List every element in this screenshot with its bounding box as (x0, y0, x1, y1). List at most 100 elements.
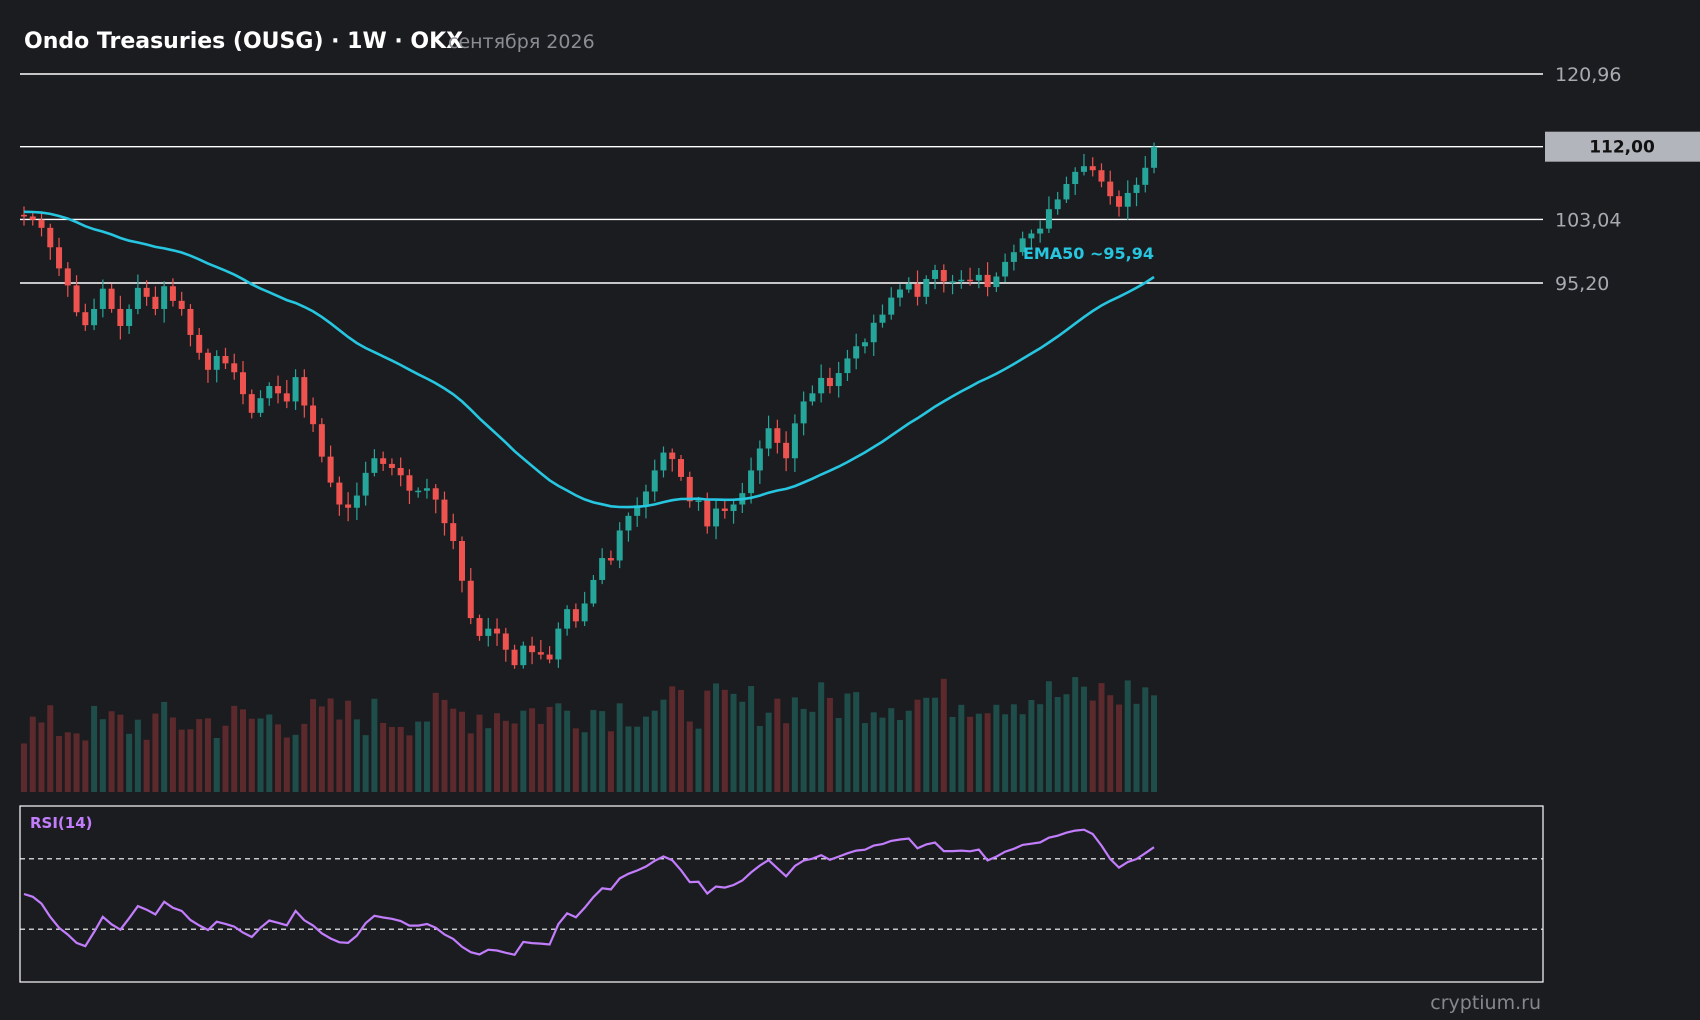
candle-down (187, 308, 194, 335)
candle-down (152, 296, 159, 309)
candle-down (310, 405, 317, 425)
volume-bar (1063, 694, 1070, 792)
candle-up (292, 377, 299, 402)
candle-down (21, 214, 27, 217)
volume-bar (826, 697, 833, 792)
volume-bar (932, 697, 939, 792)
candle-up (870, 322, 877, 343)
volume-bar (590, 710, 597, 792)
volume-bar (1045, 681, 1052, 792)
candle-up (879, 314, 886, 323)
volume-bar (923, 697, 930, 792)
volume-bar (275, 724, 282, 792)
volume-bar (213, 738, 220, 792)
candle-up (765, 428, 772, 449)
candle-up (91, 308, 98, 326)
candle-up (1072, 171, 1079, 185)
volume-bar (1002, 714, 1009, 792)
candle-down (143, 287, 150, 297)
volume-bar (38, 722, 45, 792)
volume-bar (432, 692, 439, 792)
candle-up (1028, 233, 1035, 239)
volume-bar (82, 740, 89, 792)
candle-down (774, 428, 781, 443)
candle-down (1107, 181, 1114, 197)
candle-up (616, 530, 623, 561)
candle-down (686, 476, 693, 502)
candle-up (564, 609, 571, 629)
candle-down (222, 356, 229, 364)
volume-bar (888, 708, 895, 792)
volume-bar (161, 701, 168, 792)
volume-bar (537, 723, 544, 792)
candle-down (459, 541, 465, 581)
volume-bar (564, 710, 571, 792)
candle-up (625, 515, 632, 531)
volume-bar (152, 713, 159, 792)
candle-up (634, 505, 641, 516)
candle-down (529, 645, 536, 653)
candle-up (791, 423, 798, 459)
candle-down (117, 308, 124, 327)
volume-bar (625, 726, 632, 792)
volume-bar (178, 729, 185, 792)
rsi-label: RSI(14) (30, 814, 93, 832)
candle-up (126, 308, 133, 327)
candle-up (748, 470, 755, 494)
rsi-line (23, 828, 1155, 957)
chart-date: сентября 2026 (448, 31, 595, 53)
volume-bar (1142, 687, 1149, 792)
volume-bar (423, 721, 430, 792)
candle-down (275, 386, 282, 394)
candle-up (905, 283, 912, 290)
candle-up (485, 628, 492, 636)
candle-up (134, 287, 141, 309)
volume-bar (397, 726, 404, 792)
volume-bar (861, 723, 868, 792)
volume-bar (1037, 704, 1044, 792)
candle-up (362, 472, 369, 496)
volume-bar (441, 699, 448, 792)
candle-down (56, 247, 63, 269)
volume-bars (21, 677, 1158, 792)
volume-bar (581, 732, 588, 792)
candle-down (73, 285, 80, 313)
volume-bar (669, 686, 676, 792)
candle-up (1045, 209, 1052, 229)
volume-bar (642, 716, 649, 792)
candle-down (476, 618, 483, 636)
volume-bar (476, 714, 483, 792)
candle-up (800, 401, 807, 424)
candle-up (642, 491, 649, 506)
candle-up (1019, 238, 1026, 253)
volume-bar (222, 725, 229, 792)
candle-down (607, 558, 614, 561)
volume-bar (555, 703, 562, 792)
volume-bar (809, 711, 816, 792)
volume-bar (283, 737, 290, 792)
volume-bar (607, 731, 614, 792)
volume-bar (599, 711, 606, 792)
volume-bar (870, 712, 877, 792)
candle-down (380, 458, 387, 464)
candle-down (678, 459, 684, 477)
ema-label: EMA50 ~95,94 (1023, 244, 1154, 263)
candle-down (29, 216, 36, 220)
rsi-panel-frame (19, 805, 1544, 983)
volume-bar (91, 705, 98, 792)
volume-bar (73, 733, 80, 792)
candle-up (660, 452, 667, 471)
volume-bar (415, 721, 422, 792)
candle-down (169, 286, 176, 301)
volume-bar (450, 708, 457, 792)
candle-up (266, 386, 273, 399)
candle-down (537, 652, 544, 655)
candle-up (520, 645, 527, 666)
candle-down (546, 654, 553, 660)
ema-path (23, 210, 1155, 509)
candle-down (108, 288, 115, 309)
volume-bar (301, 723, 308, 792)
volume-bar (467, 733, 474, 792)
